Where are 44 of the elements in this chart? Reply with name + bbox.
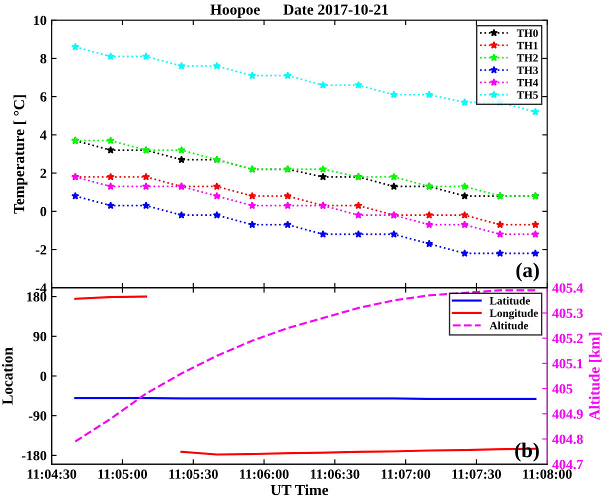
y-tick-label: -4: [36, 283, 47, 293]
legend-label: Longitude: [490, 309, 538, 320]
y2-tick-label: 405: [552, 384, 572, 394]
y-axis-title: Temperature [ °C]: [14, 95, 28, 214]
x-tick-label: 11:07:00: [382, 469, 430, 479]
y2-tick-label: 405.4: [552, 283, 584, 293]
x-tick-label: 11:04:30: [28, 469, 76, 479]
y2-tick-label: 405.1: [552, 358, 583, 368]
x-tick-label: 11:06:30: [310, 469, 360, 479]
y2-axis-title: Altitude [km]: [588, 332, 602, 420]
annotation: (a): [516, 262, 539, 282]
legend-label: Altitude: [490, 322, 528, 330]
legend-label: Latitude: [490, 296, 530, 305]
y-tick-label: -2: [36, 245, 46, 254]
legend-label: TH2: [516, 54, 538, 62]
y-tick-label: 90: [33, 332, 46, 342]
legend-label: TH0: [516, 29, 538, 37]
y-tick-label: 10: [34, 16, 46, 26]
y2-tick-label: 404.8: [552, 434, 583, 444]
y-tick-label: -90: [28, 411, 46, 421]
y-tick-label: 4: [40, 130, 47, 140]
y-tick-label: 0: [40, 372, 46, 381]
x-tick-label: 11:05:30: [169, 469, 218, 479]
y2-tick-label: 404.9: [552, 409, 583, 419]
y-tick-label: 0: [40, 206, 46, 216]
legend-label: TH1: [516, 42, 538, 50]
x-tick-label: 11:05:00: [98, 469, 147, 479]
y-tick-label: 2: [40, 168, 46, 178]
chart-title: Hoopoe Date 2017-10-21: [210, 4, 388, 18]
y-tick-label: -180: [22, 450, 46, 460]
x-tick-label: 11:06:00: [240, 469, 289, 479]
legend-label: TH3: [516, 66, 538, 74]
x-tick-label: 11:07:30: [452, 469, 501, 479]
legend-label: TH5: [516, 91, 538, 99]
y-tick-label: 6: [40, 92, 46, 102]
x-axis-title: UT Time: [270, 484, 328, 496]
x-tick-label: 11:08:00: [523, 469, 572, 479]
y-axis-title: Location: [2, 347, 13, 405]
y-tick-label: 180: [27, 292, 46, 302]
legend-label: TH4: [516, 78, 538, 86]
y2-tick-label: 405.3: [552, 308, 583, 318]
y2-tick-label: 405.2: [552, 334, 583, 344]
y2-tick-label: 404.7: [552, 460, 583, 470]
y-tick-label: 8: [40, 54, 46, 64]
